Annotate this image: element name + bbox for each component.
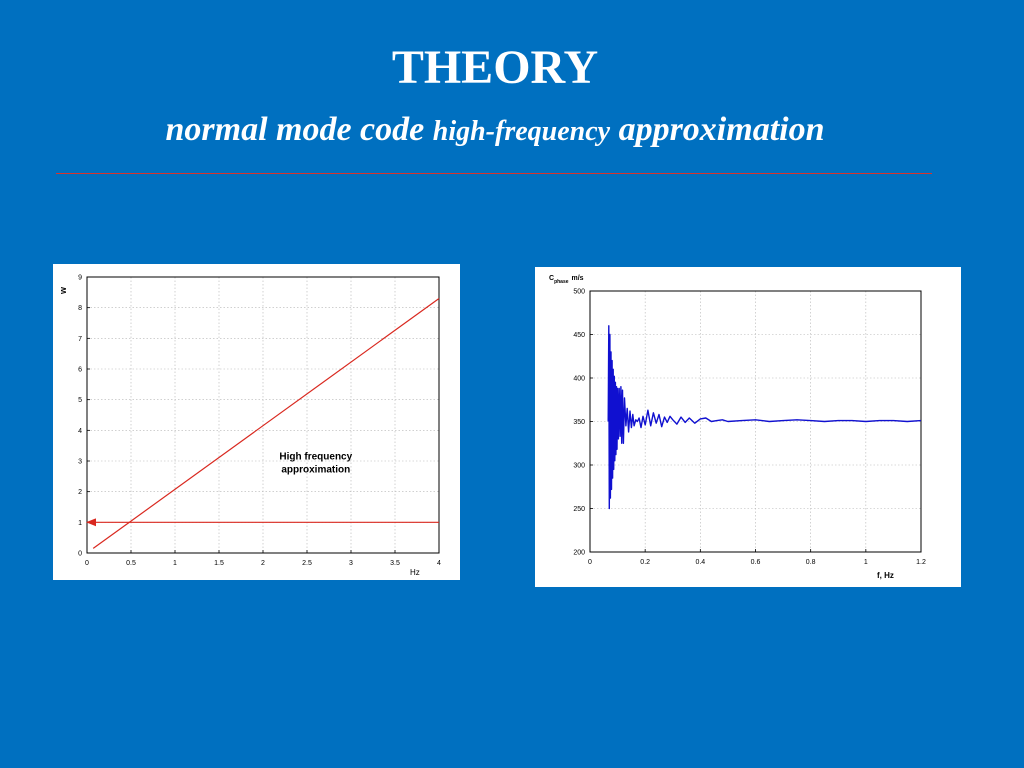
left-chart-x-tick-labels: 0 0.5 1 1.5 2 2.5 3 3.5 4	[85, 560, 441, 567]
y-tick-label: 250	[573, 506, 585, 513]
subtitle-part-3: approximation	[618, 111, 825, 148]
annotation-line-2: approximation	[281, 464, 350, 475]
x-tick-label: 2	[261, 560, 265, 567]
x-tick-label: 1	[173, 560, 177, 567]
x-tick-label: 0.8	[806, 559, 816, 566]
x-tick-label: 0	[85, 560, 89, 567]
y-tick-label: 2	[78, 489, 82, 496]
y-tick-label: 0	[78, 551, 82, 558]
left-chart-series	[86, 298, 440, 549]
subtitle-part-2: high-frequency	[432, 116, 611, 147]
title-underline-rule	[56, 173, 932, 174]
left-chart-frame	[86, 276, 440, 554]
x-tick-label: 4	[437, 560, 441, 567]
y-tick-label: 1	[78, 520, 82, 527]
left-chart-panel: 0 0.5 1 1.5 2 2.5 3 3.5 4 0 1 2 3 4 5 6 7 8 9 Hz w High f…	[53, 264, 460, 580]
x-tick-label: 0.6	[751, 559, 761, 566]
annotation-line-1: High frequency	[279, 451, 352, 462]
y-tick-label: 200	[573, 550, 585, 557]
left-chart-y-axis-label: w	[58, 286, 68, 295]
x-tick-label: 0.2	[640, 559, 650, 566]
slide-title: THEORY	[391, 41, 599, 94]
x-tick-label: 3	[349, 560, 353, 567]
y-tick-label: 300	[573, 463, 585, 470]
x-tick-label: 1	[864, 559, 868, 566]
left-chart-x-axis-label: Hz	[410, 568, 420, 577]
right-chart-panel: 0 0.2 0.4 0.6 0.8 1 1.2 200 250 300 350 400 450 500 …	[535, 267, 961, 587]
right-chart-y-axis-label: Cphase m/s	[549, 275, 584, 285]
x-tick-label: 0.5	[126, 560, 136, 567]
y-tick-label: 500	[573, 289, 585, 296]
subtitle-part-1: normal mode code	[165, 111, 425, 148]
phase-velocity-series-line	[607, 325, 922, 510]
y-label-symbol: C	[549, 275, 554, 282]
phase-velocity-chart: 0 0.2 0.4 0.6 0.8 1 1.2 200250300350400450500 …	[549, 275, 926, 580]
y-tick-label: 6	[78, 367, 82, 374]
y-tick-label: 7	[78, 336, 82, 343]
right-chart-x-axis-label: f, Hz	[877, 571, 894, 580]
y-label-unit: m/s	[572, 275, 584, 282]
high-frequency-chart: 0 0.5 1 1.5 2 2.5 3 3.5 4 0 1 2 3 4 5 6 7 8 9 Hz w High f…	[58, 275, 441, 578]
x-tick-label: 0.4	[695, 559, 705, 566]
slide-subtitle: normal mode code high-frequency approxim…	[0, 108, 990, 154]
diagonal-series-line	[92, 298, 440, 549]
y-tick-label: 9	[78, 275, 82, 282]
x-tick-label: 0	[588, 559, 592, 566]
right-chart-frame	[589, 290, 922, 553]
y-tick-label: 8	[78, 305, 82, 312]
right-chart-series	[607, 325, 922, 510]
x-tick-label: 1.5	[214, 560, 224, 567]
left-chart-grid	[86, 276, 440, 554]
y-tick-label: 400	[573, 376, 585, 383]
y-tick-label: 350	[573, 419, 585, 426]
y-tick-label: 3	[78, 459, 82, 466]
right-chart-y-tick-labels: 200 250 300 350 400 450 500	[573, 289, 585, 557]
x-tick-label: 1.2	[916, 559, 926, 566]
y-tick-label: 5	[78, 397, 82, 404]
right-chart-x-tick-labels: 0 0.2 0.4 0.6 0.8 1 1.2	[588, 559, 926, 566]
y-label-subscript: phase	[554, 279, 569, 285]
x-tick-label: 2.5	[302, 560, 312, 567]
x-tick-label: 3.5	[390, 560, 400, 567]
left-chart-y-tick-labels: 0 1 2 3 4 5 6 7 8 9	[78, 275, 82, 558]
y-tick-label: 450	[573, 332, 585, 339]
y-tick-label: 4	[78, 428, 82, 435]
